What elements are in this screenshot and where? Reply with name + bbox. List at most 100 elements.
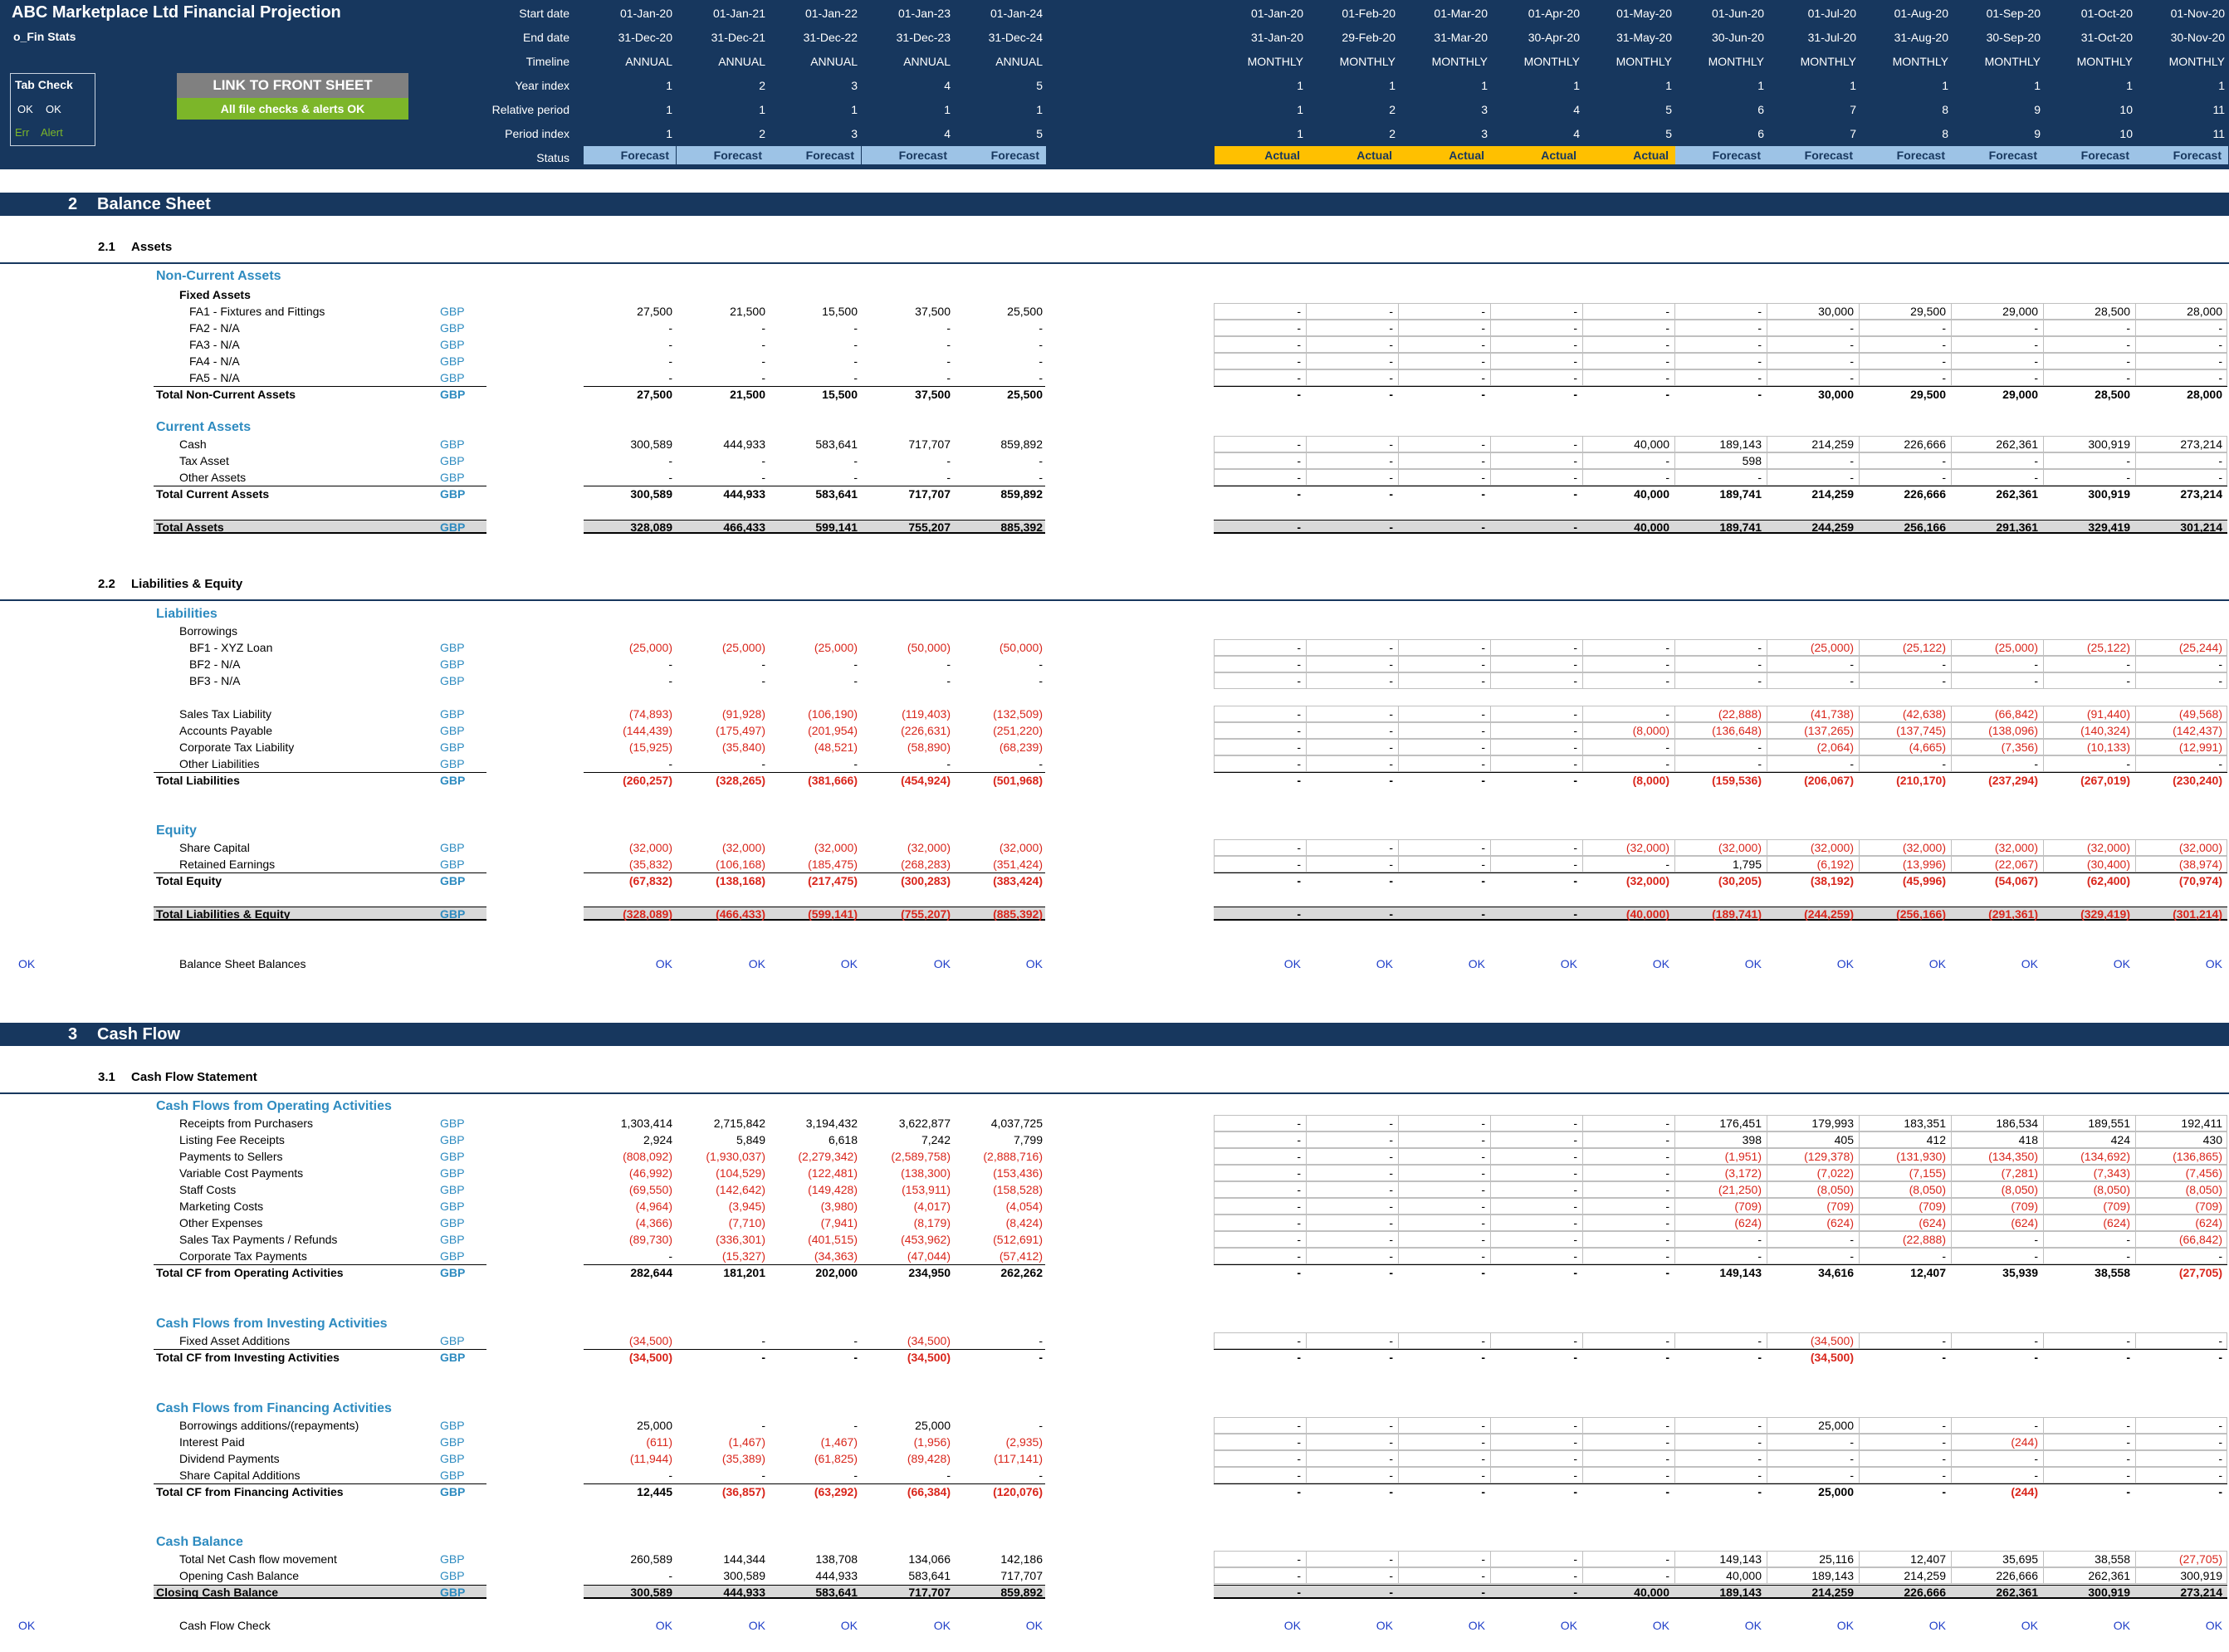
grid-divider [1951, 739, 1952, 755]
monthly-grid-row [1214, 706, 2227, 722]
monthly-value: - [1573, 724, 1577, 737]
grid-divider [1306, 1165, 1307, 1181]
header-timeline: ANNUAL [903, 55, 951, 68]
monthly-value: 291,361 [1996, 521, 2038, 534]
header-rel: 2 [1389, 103, 1396, 116]
monthly-value: - [1850, 674, 1854, 687]
row-unit: GBP [440, 774, 466, 787]
header-label: Start date [519, 7, 569, 20]
monthly-value: (8,050) [1909, 1183, 1946, 1196]
header-timeline: ANNUAL [718, 55, 765, 68]
monthly-value: - [1297, 841, 1301, 854]
monthly-value: - [1389, 1485, 1393, 1498]
annual-value: (15,925) [628, 740, 672, 754]
grid-divider [1582, 672, 1583, 689]
link-front-sheet-button[interactable]: LINK TO FRONT SHEET [177, 73, 408, 98]
monthly-value: - [1573, 774, 1577, 787]
row-label: Total Assets [156, 521, 224, 534]
check-value: OK [2021, 1619, 2038, 1632]
grid-divider [1490, 1434, 1491, 1450]
grid-divider [2135, 1332, 2136, 1349]
grid-divider [1859, 1551, 1860, 1567]
annual-value: (1,467) [728, 1435, 765, 1449]
grid-divider [1490, 1450, 1491, 1467]
grid-divider [1859, 1215, 1860, 1231]
annual-value: 12,445 [637, 1485, 672, 1498]
section-band: 2 Balance Sheet [0, 193, 2229, 216]
grid-divider [1398, 1215, 1399, 1231]
row-label: Total CF from Financing Activities [156, 1485, 344, 1498]
annual-value: - [946, 371, 951, 384]
annual-value: - [946, 338, 951, 351]
monthly-value: - [1757, 371, 1762, 384]
grid-divider [1398, 1567, 1399, 1584]
subsection-number: 2.2 [98, 577, 115, 591]
grid-divider [1951, 839, 1952, 856]
grid-divider [1490, 369, 1491, 386]
annual-value: (132,509) [993, 707, 1043, 721]
header-period: 7 [1850, 127, 1856, 140]
grid-divider [1398, 320, 1399, 336]
row-unit: GBP [440, 338, 465, 351]
annual-value: (122,481) [808, 1166, 858, 1180]
total-rule [584, 1349, 1045, 1350]
annual-value: (217,475) [808, 874, 858, 887]
monthly-value: - [1850, 757, 1854, 770]
annual-value: (25,000) [814, 641, 858, 654]
grid-divider [1306, 1231, 1307, 1248]
monthly-value: - [2034, 338, 2038, 351]
monthly-value: (244) [2011, 1485, 2038, 1498]
annual-value: - [946, 1469, 951, 1482]
annual-value: - [1039, 338, 1043, 351]
monthly-value: 301,214 [2180, 521, 2222, 534]
monthly-value: (3,172) [1724, 1166, 1762, 1180]
monthly-value: - [1297, 437, 1301, 451]
monthly-value: (138,096) [1988, 724, 2038, 737]
annual-value: 717,707 [908, 1586, 951, 1599]
grid-divider [1306, 1181, 1307, 1198]
header-end: 30-Sep-20 [1986, 31, 2041, 44]
monthly-value: - [1481, 1133, 1485, 1146]
row-unit: GBP [440, 1452, 465, 1465]
grid-divider [1582, 1148, 1583, 1165]
monthly-value: (134,350) [1988, 1150, 2038, 1163]
annual-value: 37,500 [915, 388, 951, 401]
grid-divider [1490, 320, 1491, 336]
header-end: 29-Feb-20 [1342, 31, 1396, 44]
monthly-value: - [2218, 757, 2222, 770]
monthly-value: - [1389, 305, 1393, 318]
monthly-value: - [1850, 321, 1854, 335]
grid-divider [1859, 672, 1860, 689]
monthly-grid-row [1214, 722, 2227, 739]
monthly-value: - [1481, 1166, 1485, 1180]
grid-divider [1674, 469, 1675, 486]
monthly-value: (4,665) [1909, 740, 1946, 754]
grid-divider [1674, 1417, 1675, 1434]
annual-value: - [946, 354, 951, 368]
grid-divider [1674, 1165, 1675, 1181]
monthly-grid-row [1214, 320, 2227, 336]
monthly-value: - [1297, 707, 1301, 721]
header-end: 31-Jan-20 [1250, 31, 1303, 44]
annual-value: 5,849 [736, 1133, 765, 1146]
monthly-value: (189,741) [1712, 907, 1762, 921]
annual-value: 25,000 [637, 1419, 672, 1432]
annual-value: - [668, 657, 672, 671]
annual-value: - [761, 1351, 765, 1364]
annual-value: (808,092) [623, 1150, 672, 1163]
annual-value: - [946, 757, 951, 770]
monthly-value: 273,214 [2180, 487, 2222, 501]
monthly-value: - [1573, 521, 1577, 534]
monthly-value: - [1481, 1351, 1485, 1364]
grid-divider [2135, 1165, 2136, 1181]
annual-value: 260,589 [630, 1552, 672, 1566]
check-value: OK [1468, 957, 1485, 970]
header-timeline: MONTHLY [1616, 55, 1672, 68]
annual-value: - [668, 338, 672, 351]
row-label: Total Current Assets [156, 487, 270, 501]
row-label: Total Liabilities [156, 774, 240, 787]
row-label: Cash [179, 437, 207, 451]
monthly-value: (329,419) [2080, 907, 2130, 921]
monthly-value: - [1573, 437, 1577, 451]
monthly-value: - [1297, 1351, 1301, 1364]
